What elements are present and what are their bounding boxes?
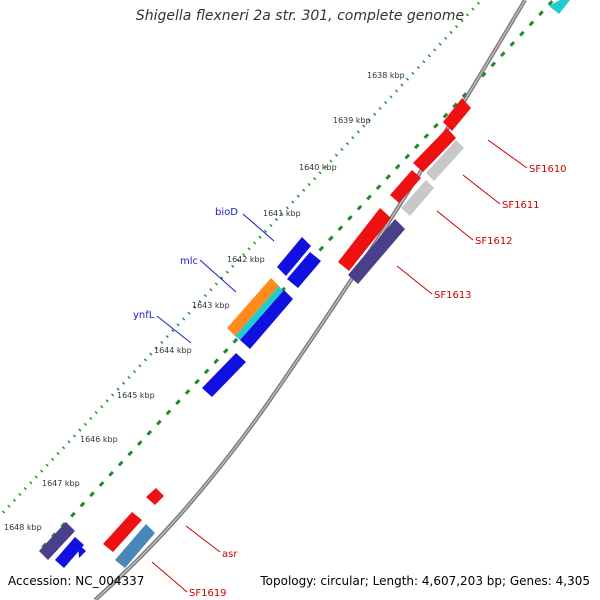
reverse-strand-ticks bbox=[38, 0, 556, 552]
ruler-label: 1640 kbp bbox=[299, 163, 337, 172]
ruler-label: 1642 kbp bbox=[227, 255, 265, 264]
gene-label-bioD[interactable]: bioD bbox=[215, 207, 238, 218]
ruler-label: 1644 kbp bbox=[154, 346, 192, 355]
gene-ynfL[interactable] bbox=[202, 353, 246, 397]
gene-bioD[interactable] bbox=[277, 237, 311, 276]
gene-right-of-bioD[interactable] bbox=[287, 252, 321, 288]
gene-SF1611-red[interactable] bbox=[390, 170, 421, 203]
ruler-label: 1638 kbp bbox=[367, 71, 405, 80]
ruler-label: 1646 kbp bbox=[80, 435, 118, 444]
ruler-label: 1639 kbp bbox=[333, 116, 371, 125]
gene-SF1619-steel[interactable] bbox=[115, 524, 155, 568]
gene-SF1619-red[interactable] bbox=[103, 512, 142, 552]
gene-purple-left[interactable] bbox=[39, 522, 75, 560]
forward-strand-ticks bbox=[0, 0, 484, 518]
gene-label-SF1619[interactable]: SF1619 bbox=[189, 588, 227, 599]
gene-SF1610-red[interactable] bbox=[443, 98, 471, 131]
gene-mlc-cyan[interactable] bbox=[235, 286, 283, 340]
gene-asr[interactable] bbox=[146, 488, 164, 505]
gene-label-ynfL[interactable]: ynfL bbox=[133, 310, 155, 321]
accession-label: Accession: NC_004337 bbox=[8, 574, 145, 588]
gene-label-mlc[interactable]: mlc bbox=[180, 256, 198, 267]
gene-label-SF1612[interactable]: SF1612 bbox=[475, 236, 513, 247]
ruler-label: 1648 kbp bbox=[4, 523, 42, 532]
gene-label-SF1610[interactable]: SF1610 bbox=[529, 164, 567, 175]
gene-labels: bioD mlc ynfL SF1610 SF1611 SF1612 SF161… bbox=[133, 164, 567, 599]
gene-SF1612-red[interactable] bbox=[338, 208, 391, 271]
gene-blue-long[interactable] bbox=[240, 290, 293, 349]
gene-blue-small-1[interactable] bbox=[55, 537, 84, 568]
gene-SF1613-purple[interactable] bbox=[348, 219, 405, 284]
summary-label: Topology: circular; Length: 4,607,203 bp… bbox=[260, 574, 590, 588]
gene-red-2[interactable] bbox=[413, 128, 456, 172]
gene-cyan-top[interactable] bbox=[549, 0, 570, 14]
gene-features bbox=[39, 0, 570, 568]
gene-SF1611-gray[interactable] bbox=[401, 180, 434, 216]
gene-blue-small-2[interactable] bbox=[78, 544, 86, 558]
gene-label-SF1611[interactable]: SF1611 bbox=[502, 200, 540, 211]
gene-label-SF1613[interactable]: SF1613 bbox=[434, 290, 472, 301]
gene-SF1610-gray[interactable] bbox=[426, 140, 464, 181]
ruler-label: 1645 kbp bbox=[117, 391, 155, 400]
ruler-label: 1647 kbp bbox=[42, 479, 80, 488]
leader-lines bbox=[151, 139, 528, 593]
map-title: Shigella flexneri 2a str. 301, complete … bbox=[135, 8, 465, 24]
ruler-label: 1641 kbp bbox=[263, 209, 301, 218]
ruler-label: 1643 kbp bbox=[192, 301, 230, 310]
gene-mlc-orange[interactable] bbox=[227, 278, 279, 336]
gene-label-asr[interactable]: asr bbox=[222, 549, 238, 560]
ruler-labels: 1638 kbp 1639 kbp 1640 kbp 1641 kbp 1642… bbox=[4, 71, 405, 532]
